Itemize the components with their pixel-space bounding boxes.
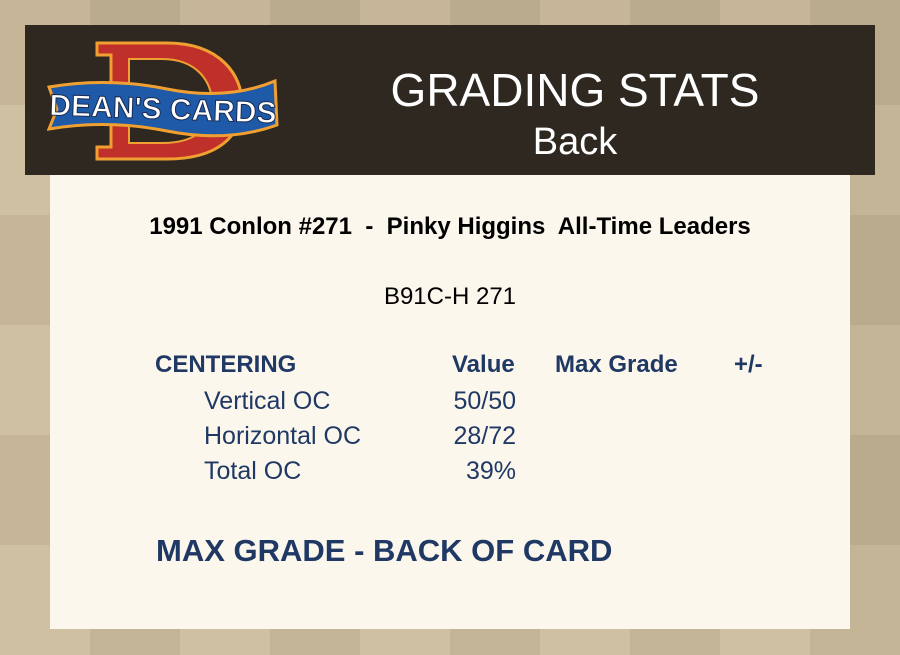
page-subtitle: Back: [532, 121, 618, 163]
stats-panel: 1991 Conlon #271 - Pinky Higgins All-Tim…: [50, 175, 850, 629]
value-header: Value: [452, 351, 515, 378]
header-banner: DEAN'S CARDS GRADING STATS Back: [25, 25, 875, 175]
row-value-horizontal: 28/72: [453, 422, 516, 450]
row-label-horizontal: Horizontal OC: [204, 422, 361, 450]
card-code: B91C-H 271: [383, 283, 517, 310]
plus-minus-header: +/-: [734, 351, 763, 378]
max-grade-header: Max Grade: [555, 351, 678, 378]
row-label-vertical: Vertical OC: [204, 387, 331, 415]
card-title: 1991 Conlon #271 - Pinky Higgins All-Tim…: [149, 213, 751, 240]
svg-text:DEAN'S CARDS: DEAN'S CARDS: [49, 89, 277, 130]
row-value-total: 39%: [465, 457, 516, 485]
centering-header: CENTERING: [155, 351, 297, 378]
row-label-total: Total OC: [204, 457, 302, 485]
max-grade-label: MAX GRADE - BACK OF CARD: [156, 533, 613, 568]
page-title: GRADING STATS: [390, 64, 760, 116]
row-value-vertical: 50/50: [453, 387, 516, 415]
deans-cards-logo: DEAN'S CARDS: [47, 41, 279, 161]
